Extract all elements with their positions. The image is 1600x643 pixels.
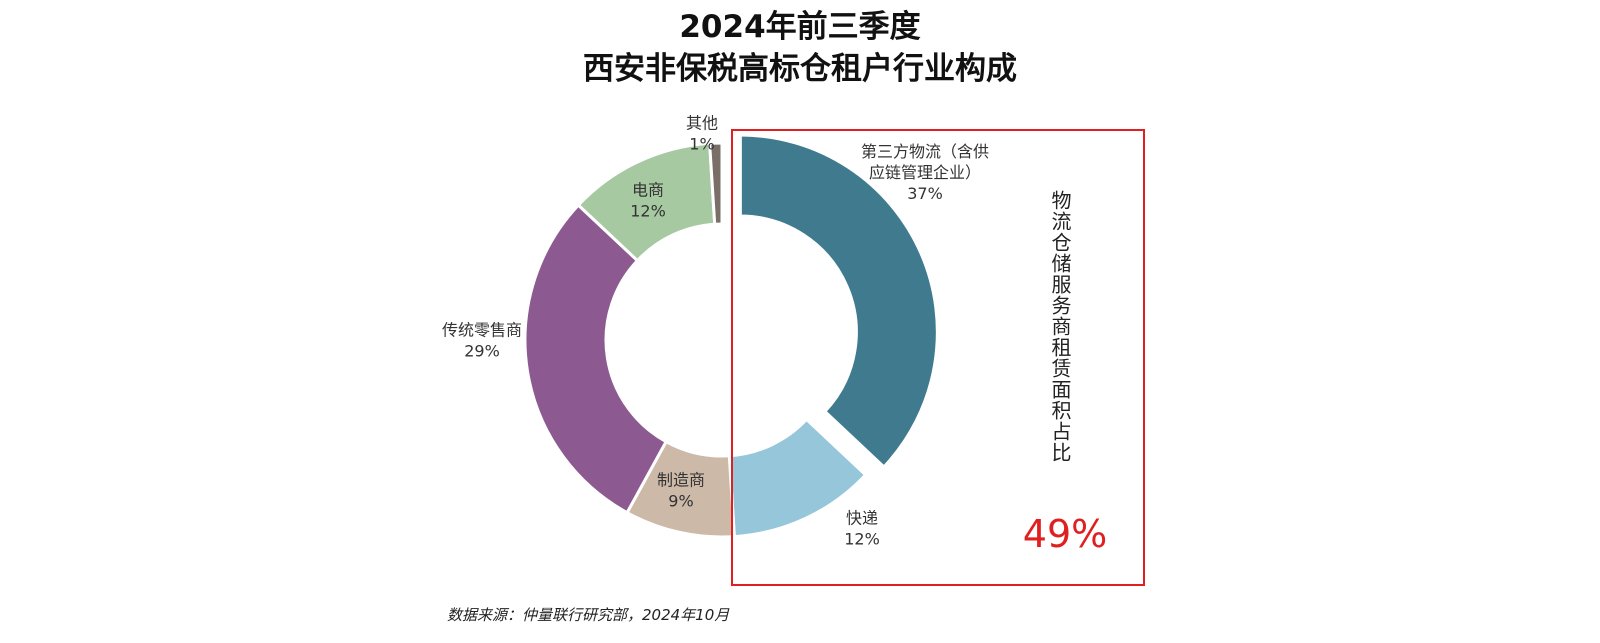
donut-slice-1 <box>738 133 939 470</box>
chart-title-line1: 2024年前三季度 <box>679 9 921 45</box>
chart-title-line2: 西安非保税高标仓租户行业构成 <box>583 51 1017 87</box>
highlight-value: 49% <box>1022 512 1108 556</box>
slice-label-4: 传统零售商 29% <box>442 321 522 361</box>
highlight-box <box>731 129 1145 586</box>
slice-label-6: 其他 1% <box>686 114 718 154</box>
donut-slice-4 <box>523 203 669 515</box>
slice-label-3: 制造商 9% <box>657 471 705 511</box>
slice-label-1: 第三方物流（含供应链管理企业） 37% <box>861 142 989 203</box>
slice-label-2: 快递 12% <box>844 509 880 549</box>
slice-label-5: 电商 12% <box>630 181 666 221</box>
highlight-label: 物流仓储服务商租赁面积占比 <box>1048 190 1072 463</box>
source-note: 数据来源：仲量联行研究部，2024年10月 <box>447 606 730 624</box>
donut-slice-6 <box>708 141 724 226</box>
